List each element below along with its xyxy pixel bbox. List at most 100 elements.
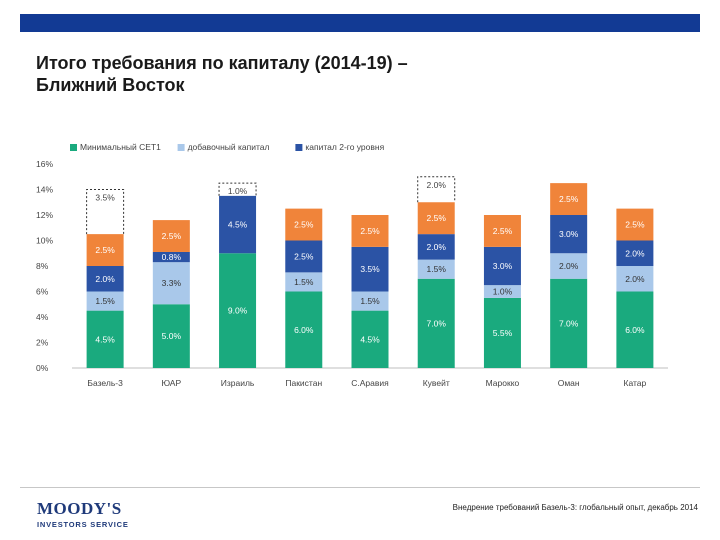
bar-segment — [616, 240, 654, 266]
data-label: 2.5% — [625, 220, 645, 230]
bar-segment — [417, 259, 455, 279]
data-label: 1.5% — [427, 264, 447, 274]
source-note: Внедрение требований Базель-3: глобальны… — [452, 503, 698, 512]
x-tick-label: Марокко — [486, 378, 520, 388]
data-label: 7.0% — [427, 318, 447, 328]
x-tick-label: ЮАР — [162, 378, 182, 388]
legend-swatch — [295, 144, 303, 151]
bar-segment — [550, 183, 588, 215]
y-tick-label: 14% — [36, 185, 53, 195]
data-label: 2.5% — [360, 226, 380, 236]
data-label: 6.0% — [294, 325, 314, 335]
bar-segment — [616, 291, 654, 368]
x-tick-label: Пакистан — [285, 378, 322, 388]
data-label: 1.5% — [294, 277, 314, 287]
data-label: 2.0% — [625, 274, 645, 284]
bar-segment — [152, 304, 190, 368]
data-label: 1.5% — [95, 296, 115, 306]
data-label: 1.0% — [493, 287, 513, 297]
data-label: 4.5% — [228, 220, 248, 230]
bar-segment — [616, 208, 654, 241]
data-label: 2.0% — [95, 274, 115, 284]
bar-segment — [285, 291, 323, 368]
y-tick-label: 4% — [36, 312, 49, 322]
y-tick-label: 2% — [36, 338, 49, 348]
title-line-2: Ближний Восток — [36, 75, 185, 95]
data-label: 3.0% — [493, 261, 513, 271]
x-tick-label: Оман — [558, 378, 580, 388]
data-label: 3.3% — [162, 278, 182, 288]
legend-entry: добавочный капитал — [188, 142, 270, 152]
x-tick-label: Базель-3 — [87, 378, 123, 388]
bar-segment — [285, 240, 323, 273]
data-label: 0.8% — [162, 252, 182, 262]
bar-segment — [152, 251, 190, 263]
data-label: 2.5% — [95, 245, 115, 255]
bar-segment — [86, 234, 124, 266]
data-label: 5.0% — [162, 331, 182, 341]
legend-entry: капитал 2-го уровня — [305, 142, 384, 152]
bar-segment — [86, 291, 124, 311]
y-tick-label: 16% — [36, 159, 53, 169]
logo-subtitle: INVESTORS SERVICE — [37, 520, 129, 529]
bar-segment — [550, 278, 588, 368]
bar-segment — [417, 234, 455, 260]
bar-segment — [417, 202, 455, 235]
bar-segment — [285, 272, 323, 292]
slide-title: Итого требования по капиталу (2014-19) –… — [36, 52, 656, 96]
bar-segment — [351, 291, 389, 311]
data-label: 6.0% — [625, 325, 645, 335]
y-tick-label: 12% — [36, 210, 53, 220]
bar-segment — [152, 262, 190, 305]
moodys-logo: MOODY'S INVESTORS SERVICE — [37, 499, 129, 530]
data-label: 1.5% — [360, 296, 380, 306]
bar-segment — [483, 285, 521, 298]
extra-label: 3.5% — [95, 193, 115, 203]
legend-entry: Минимальный CET1 — [80, 142, 161, 152]
data-label: 2.0% — [427, 242, 447, 252]
bar-segment — [550, 215, 588, 254]
title-line-1: Итого требования по капиталу (2014-19) – — [36, 53, 408, 73]
y-tick-label: 6% — [36, 287, 49, 297]
footer-divider — [20, 487, 700, 488]
logo-name: MOODY'S — [37, 499, 122, 518]
data-label: 5.5% — [493, 328, 513, 338]
bar-segment — [86, 266, 124, 292]
dashed-extra-box — [218, 182, 257, 196]
data-label: 9.0% — [228, 306, 248, 316]
data-label: 2.5% — [493, 226, 513, 236]
extra-label: 1.0% — [228, 186, 248, 196]
data-label: 2.5% — [559, 194, 579, 204]
bar-segment — [219, 195, 257, 254]
data-label: 2.0% — [559, 261, 579, 271]
data-label: 3.0% — [559, 229, 579, 239]
data-label: 4.5% — [360, 334, 380, 344]
bar-segment — [616, 266, 654, 292]
dashed-extra-box — [417, 176, 456, 203]
extra-label: 2.0% — [427, 180, 447, 190]
bar-segment — [351, 246, 389, 292]
x-tick-label: Катар — [624, 378, 647, 388]
bar-segment — [483, 215, 521, 247]
bar-segment — [152, 220, 190, 252]
data-label: 2.5% — [294, 220, 314, 230]
data-label: 7.0% — [559, 318, 579, 328]
bar-segment — [483, 297, 521, 368]
bar-segment — [351, 310, 389, 368]
y-tick-label: 0% — [36, 363, 49, 373]
data-label: 2.5% — [162, 231, 182, 241]
legend-swatch — [70, 144, 77, 151]
y-tick-label: 8% — [36, 261, 49, 271]
y-tick-label: 10% — [36, 236, 53, 246]
data-label: 3.5% — [360, 264, 380, 274]
top-bar — [20, 14, 700, 32]
x-tick-label: С.Аравия — [351, 378, 389, 388]
legend-swatch — [177, 144, 185, 151]
bar-segment — [285, 208, 323, 241]
data-label: 2.5% — [294, 251, 314, 261]
bar-segment — [550, 253, 588, 279]
bar-segment — [417, 278, 455, 368]
bar-segment — [483, 246, 521, 286]
data-label: 4.5% — [95, 334, 115, 344]
